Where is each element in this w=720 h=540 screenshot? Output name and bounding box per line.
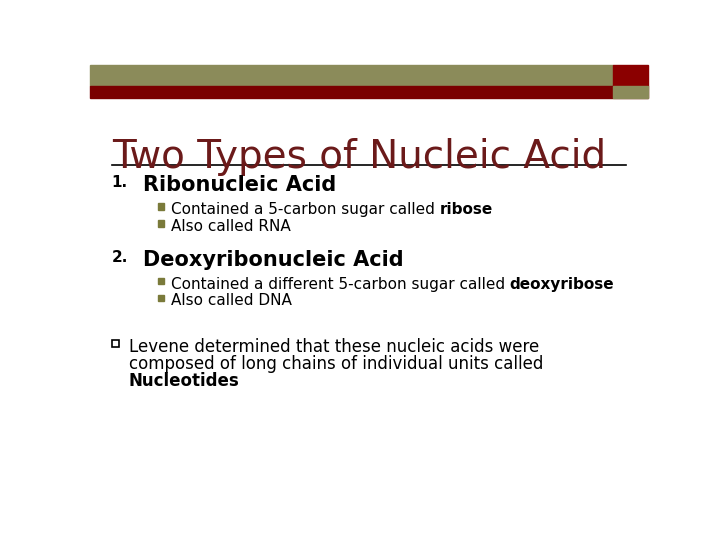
Text: 2.: 2. [112,249,128,265]
Text: deoxyribose: deoxyribose [510,276,614,292]
Text: Also called DNA: Also called DNA [171,294,292,308]
Bar [158,220,164,226]
Text: Ribonucleic Acid: Ribonucleic Acid [143,175,336,195]
Bar [613,65,648,86]
Text: Two Types of Nucleic Acid: Two Types of Nucleic Acid [112,138,606,176]
Text: 1.: 1. [112,175,128,190]
Text: ribose: ribose [439,202,492,217]
Text: Contained a 5-carbon sugar called: Contained a 5-carbon sugar called [171,202,439,217]
Text: Levene determined that these nucleic acids were: Levene determined that these nucleic aci… [129,338,539,356]
Bar [613,86,648,98]
Bar [158,278,164,284]
Bar [158,295,164,301]
Bar [90,86,648,98]
Bar [158,204,164,210]
Text: Also called RNA: Also called RNA [171,219,290,234]
Bar [90,65,613,86]
Text: Deoxyribonucleic Acid: Deoxyribonucleic Acid [143,249,403,269]
Bar [112,340,120,347]
Text: Nucleotides: Nucleotides [129,372,240,390]
Text: Contained a different 5-carbon sugar called: Contained a different 5-carbon sugar cal… [171,276,510,292]
Text: composed of long chains of individual units called: composed of long chains of individual un… [129,355,543,373]
